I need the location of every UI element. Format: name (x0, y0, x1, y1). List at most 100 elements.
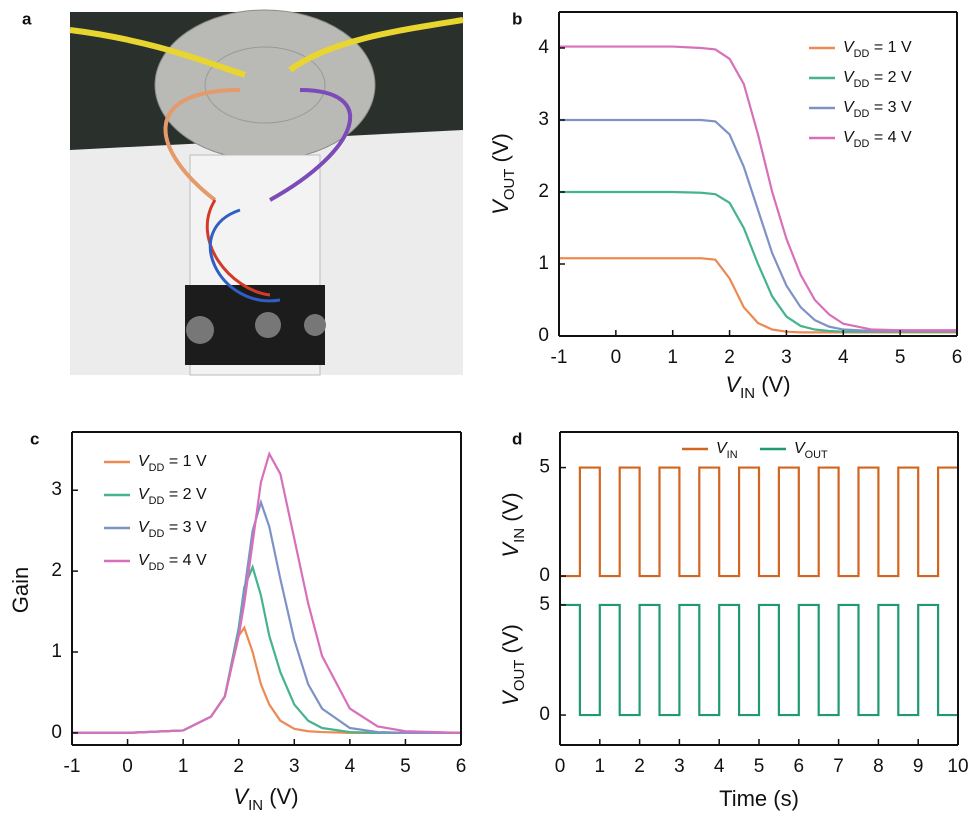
x-tick-label: 2 (634, 756, 645, 777)
y-tick-label: 1 (538, 253, 549, 274)
photo: a (22, 9, 463, 375)
series-line (72, 454, 461, 733)
x-axis-label: VIN (V) (233, 784, 298, 814)
legend-label: VDD = 4 V (138, 552, 207, 573)
label-subscript: DD (854, 78, 870, 90)
y-tick-label: 3 (51, 479, 62, 500)
label-subscript: IN (740, 385, 755, 402)
y-tick-label: 4 (538, 37, 549, 58)
legend-label: VDD = 1 V (138, 453, 207, 474)
label-subscript: OUT (501, 169, 518, 201)
panel-letter: c (30, 429, 39, 448)
x-tick-label: 4 (838, 347, 849, 368)
label-subscript: OUT (805, 449, 828, 461)
x-axis-label: VIN (V) (725, 372, 790, 403)
x-tick-label: -1 (551, 347, 568, 368)
series-line (559, 258, 957, 332)
x-tick-label: 2 (233, 756, 244, 777)
label-rest: (V) (488, 133, 513, 168)
legend-label: VDD = 3 V (138, 519, 207, 540)
label-rest: = 3 V (164, 519, 207, 536)
label-subscript: DD (854, 138, 870, 150)
x-tick-label: 6 (952, 347, 963, 368)
y-tick-label: 0 (538, 325, 549, 346)
label-subscript: DD (149, 462, 165, 474)
plot-area (560, 605, 958, 715)
panel-letter: a (22, 9, 32, 28)
x-tick-label: 4 (345, 756, 356, 777)
panel-letter: b (512, 9, 522, 28)
label-rest: (V) (755, 372, 790, 397)
y-tick-label: 3 (538, 109, 549, 130)
x-tick-label: 0 (122, 756, 133, 777)
x-tick-label: 9 (913, 756, 924, 777)
capacitor (304, 314, 326, 336)
label-rest: (V) (498, 492, 523, 527)
label-rest: = 1 V (869, 39, 912, 56)
label-subscript: IN (511, 528, 528, 543)
label-rest: = 2 V (869, 69, 912, 86)
label-subscript: DD (149, 528, 165, 540)
label-rest: (V) (263, 784, 298, 809)
x-tick-label: 5 (895, 347, 906, 368)
legend-label: VDD = 2 V (843, 69, 912, 90)
series-line (560, 605, 958, 715)
x-tick-label: 7 (833, 756, 844, 777)
x-tick-label: 10 (947, 756, 968, 777)
series-line (72, 628, 461, 733)
label-subscript: DD (854, 48, 870, 60)
x-tick-label: 5 (400, 756, 411, 777)
x-tick-label: 6 (456, 756, 467, 777)
panel-letter: d (512, 429, 522, 448)
series-line (560, 468, 958, 576)
label-subscript: IN (727, 449, 738, 461)
y-tick-label: 5 (539, 457, 550, 478)
series-line (72, 567, 461, 733)
x-tick-label: 3 (674, 756, 685, 777)
capacitor (255, 312, 281, 338)
label-subscript: IN (248, 797, 263, 814)
label-subscript: DD (149, 495, 165, 507)
page: {"photo_panel": {"panel_label": "a"}, "c… (0, 0, 975, 814)
x-tick-label: 0 (611, 347, 622, 368)
legend-label: VDD = 4 V (843, 129, 912, 150)
legend-label: VDD = 3 V (843, 99, 912, 120)
label-rest: (V) (498, 624, 523, 659)
x-tick-label: 3 (781, 347, 792, 368)
x-tick-label: 1 (595, 756, 606, 777)
label-subscript: OUT (511, 660, 528, 692)
x-tick-label: 1 (178, 756, 189, 777)
y-axis-label: VOUT (V) (498, 624, 529, 706)
label-rest: = 4 V (869, 129, 912, 146)
y-tick-label: 2 (538, 181, 549, 202)
x-tick-label: 6 (794, 756, 805, 777)
x-tick-label: 0 (555, 756, 566, 777)
x-axis-label: Time (s) (719, 786, 799, 811)
legend-label: VDD = 1 V (843, 39, 912, 60)
label-rest: = 3 V (869, 99, 912, 116)
capacitor (186, 316, 214, 344)
y-axis-label: VIN (V) (498, 492, 529, 557)
series-line (559, 47, 957, 331)
series-line (559, 120, 957, 331)
plot-area (559, 47, 957, 333)
label-rest: = 4 V (164, 552, 207, 569)
plot-area (560, 468, 958, 576)
legend-label: VOUT (794, 440, 828, 461)
x-tick-label: 2 (724, 347, 735, 368)
y-tick-label: 2 (51, 560, 62, 581)
y-axis-label: VOUT (V) (488, 133, 519, 215)
y-axis-label: Gain (8, 567, 33, 613)
x-tick-label: 4 (714, 756, 725, 777)
label-subscript: DD (149, 561, 165, 573)
label-rest: = 2 V (164, 486, 207, 503)
x-tick-label: 5 (754, 756, 765, 777)
label-subscript: DD (854, 108, 870, 120)
y-tick-label: 5 (539, 594, 550, 615)
x-tick-label: 8 (873, 756, 884, 777)
y-tick-label: 1 (51, 641, 62, 662)
y-tick-label: 0 (51, 722, 62, 743)
legend-label: VDD = 2 V (138, 486, 207, 507)
plot-area (72, 454, 461, 733)
y-tick-label: 0 (539, 704, 550, 725)
